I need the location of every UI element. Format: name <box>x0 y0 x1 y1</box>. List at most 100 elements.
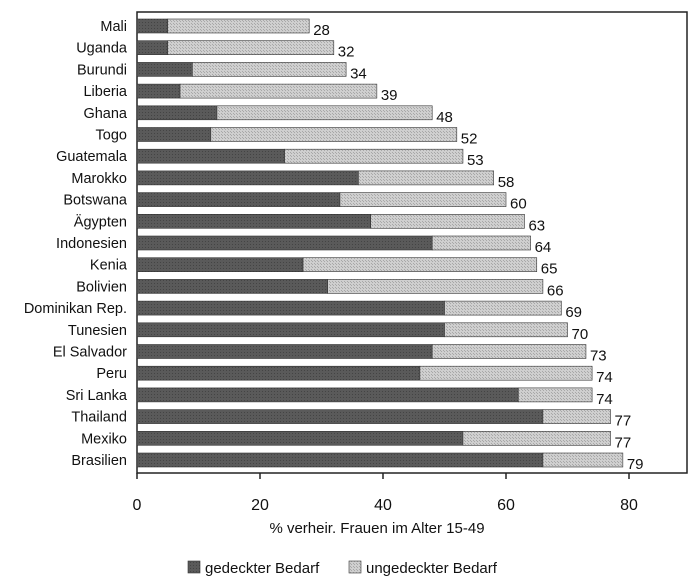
bar-covered-2 <box>136 62 193 77</box>
category-label-19: Mexiko <box>81 431 127 447</box>
total-label-18: 77 <box>615 413 632 430</box>
bar-uncovered-2 <box>192 62 347 77</box>
bar-covered-3 <box>136 83 181 99</box>
total-label-12: 66 <box>547 282 564 299</box>
category-label-16: Peru <box>96 366 127 382</box>
value-labels: 2832343948525358606364656669707374747777… <box>313 22 643 473</box>
bar-uncovered-20 <box>542 452 624 468</box>
category-label-17: Sri Lanka <box>66 388 128 404</box>
category-label-10: Indonesien <box>56 236 127 252</box>
bar-uncovered-18 <box>542 409 611 424</box>
total-label-9: 63 <box>528 217 545 234</box>
bar-uncovered-1 <box>167 40 335 56</box>
total-label-1: 32 <box>338 44 355 61</box>
total-label-19: 77 <box>615 434 632 451</box>
legend-swatch-covered <box>187 560 201 574</box>
bar-uncovered-12 <box>327 279 544 294</box>
total-label-4: 48 <box>436 109 453 126</box>
bar-uncovered-7 <box>358 170 494 186</box>
bar-covered-19 <box>136 430 464 446</box>
x-tick-label-1: 20 <box>251 497 269 514</box>
bar-covered-16 <box>136 365 421 381</box>
category-label-6: Guatemala <box>56 149 128 165</box>
bar-uncovered-8 <box>339 192 507 207</box>
bar-uncovered-9 <box>370 214 525 229</box>
category-label-8: Botswana <box>63 193 128 209</box>
category-label-2: Burundi <box>77 62 127 78</box>
total-label-10: 64 <box>535 239 552 256</box>
bar-uncovered-14 <box>444 322 568 338</box>
x-tick-label-0: 0 <box>133 497 142 514</box>
category-label-3: Liberia <box>83 84 127 100</box>
category-label-20: Brasilien <box>71 453 127 469</box>
bar-covered-5 <box>136 127 212 142</box>
x-tick-label-2: 40 <box>374 497 392 514</box>
category-labels: Mali Uganda Burundi Liberia Ghana Togo Guatema… <box>24 19 128 469</box>
bar-covered-0 <box>136 18 169 34</box>
category-label-13: Dominikan Rep. <box>24 301 127 317</box>
category-label-18: Thailand <box>71 410 127 426</box>
category-label-1: Uganda <box>76 41 128 57</box>
x-tick-label-3: 60 <box>497 497 515 514</box>
bar-covered-1 <box>136 40 169 56</box>
total-label-15: 73 <box>590 348 607 365</box>
bar-covered-14 <box>136 322 445 338</box>
legend-label-uncovered: ungedeckter Bedarf <box>366 560 498 577</box>
bar-uncovered-17 <box>517 387 593 403</box>
bars <box>136 18 624 468</box>
category-label-11: Kenia <box>90 258 128 274</box>
category-label-12: Bolivien <box>76 279 127 295</box>
total-label-2: 34 <box>350 65 367 82</box>
bar-covered-10 <box>136 235 433 251</box>
bar-uncovered-10 <box>431 235 531 251</box>
bar-uncovered-11 <box>302 257 538 273</box>
total-label-5: 52 <box>461 131 478 148</box>
total-label-6: 53 <box>467 152 484 169</box>
total-label-17: 74 <box>596 391 613 408</box>
category-label-9: Ägypten <box>74 213 127 230</box>
bar-covered-12 <box>136 279 328 294</box>
total-label-3: 39 <box>381 87 398 104</box>
x-axis-label: % verheir. Frauen im Alter 15-49 <box>269 520 484 537</box>
bar-uncovered-13 <box>444 300 562 316</box>
bar-uncovered-3 <box>179 83 378 99</box>
bar-uncovered-0 <box>167 18 310 34</box>
bar-covered-17 <box>136 387 519 403</box>
bar-uncovered-15 <box>431 344 587 359</box>
bar-covered-4 <box>136 105 218 121</box>
category-label-4: Ghana <box>83 106 127 122</box>
bar-covered-6 <box>136 148 285 164</box>
bar-covered-9 <box>136 214 371 229</box>
total-label-20: 79 <box>627 456 644 473</box>
bar-covered-18 <box>136 409 544 424</box>
category-label-15: El Salvador <box>53 345 127 361</box>
bar-covered-20 <box>136 452 544 468</box>
x-axis: 0 20 40 60 80 <box>133 473 638 514</box>
total-label-13: 69 <box>565 304 582 321</box>
legend: gedeckter Bedarf ungedeckter Bedarf <box>187 560 498 577</box>
bar-uncovered-5 <box>210 127 458 142</box>
legend-label-covered: gedeckter Bedarf <box>205 560 320 577</box>
category-label-5: Togo <box>96 128 127 144</box>
category-label-7: Marokko <box>71 171 127 187</box>
legend-swatch-uncovered <box>348 560 362 574</box>
bar-covered-15 <box>136 344 433 359</box>
bar-uncovered-6 <box>284 148 464 164</box>
bar-covered-13 <box>136 300 445 316</box>
x-tick-label-4: 80 <box>620 497 638 514</box>
total-label-7: 58 <box>498 174 515 191</box>
total-label-8: 60 <box>510 196 527 213</box>
total-label-14: 70 <box>572 326 589 343</box>
bar-uncovered-19 <box>462 430 611 446</box>
total-label-11: 65 <box>541 261 558 278</box>
category-label-14: Tunesien <box>68 323 127 339</box>
total-label-16: 74 <box>596 369 613 386</box>
category-label-0: Mali <box>100 19 127 35</box>
bar-covered-11 <box>136 257 304 273</box>
bar-uncovered-16 <box>419 365 593 381</box>
bar-covered-8 <box>136 192 341 207</box>
total-label-0: 28 <box>313 22 330 39</box>
bar-covered-7 <box>136 170 359 186</box>
bar-uncovered-4 <box>216 105 433 121</box>
